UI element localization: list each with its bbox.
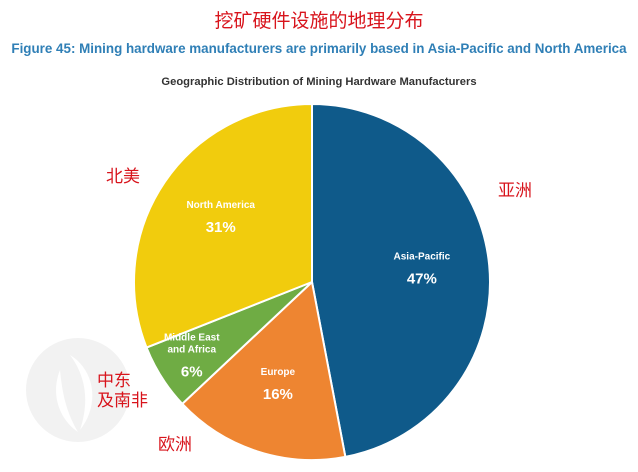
slice-label: Middle East and Africa — [164, 332, 220, 355]
annotation-title: 挖矿硬件设施的地理分布 — [214, 10, 424, 32]
watermark-logo — [26, 338, 130, 442]
pie-slice-europe — [180, 280, 347, 461]
pie-slices — [133, 102, 491, 461]
slice-label: Asia-Pacific — [394, 252, 451, 263]
slice-value-label: 6% — [181, 363, 203, 380]
slice-value-label: 16% — [263, 386, 293, 403]
pie-labels: Asia-Pacific 47% Europe 16% Middle East and A… — [164, 200, 451, 403]
slice-label: North America — [186, 200, 255, 211]
pie-slice-asia-pacific — [311, 102, 491, 459]
pie-slice-north-america — [133, 102, 313, 349]
annotation-north-america: 北美 — [106, 167, 140, 187]
annotation-middle-east-africa: 中东 及南非 — [97, 371, 148, 411]
annotation-europe: 欧洲 — [158, 435, 192, 455]
slice-label: Europe — [261, 367, 296, 378]
chart-title: Geographic Distribution of Mining Hardwa… — [161, 76, 477, 88]
annotation-asia: 亚洲 — [498, 181, 532, 201]
slice-value-label: 47% — [407, 271, 437, 288]
figure-title: Figure 45: Mining hardware manufacturers… — [11, 41, 627, 56]
slice-value-label: 31% — [206, 219, 236, 236]
